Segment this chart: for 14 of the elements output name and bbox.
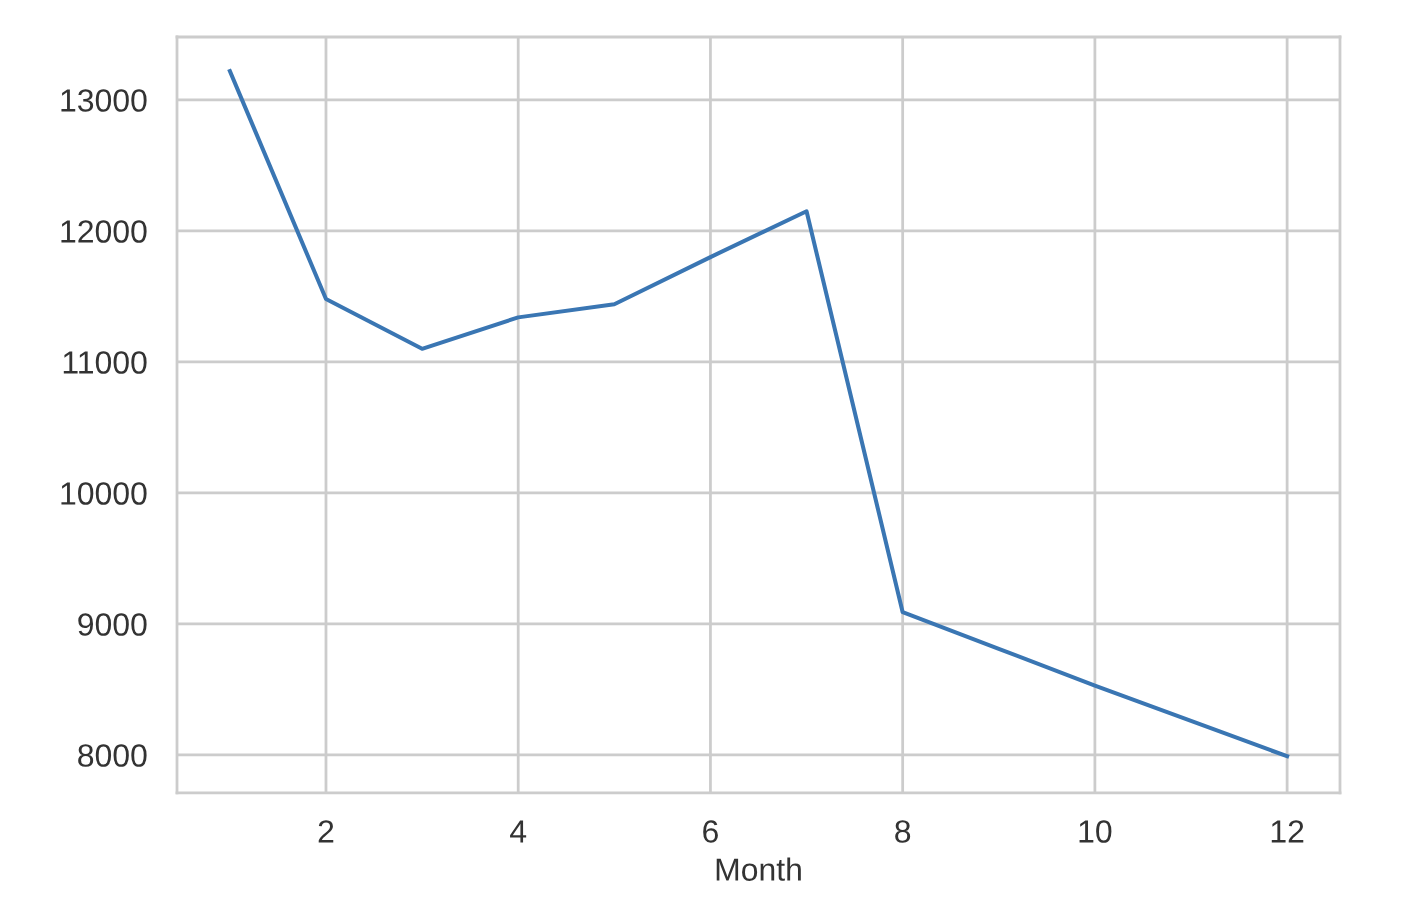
x-tick-label: 8	[895, 820, 911, 843]
x-axis-title: Month	[716, 857, 801, 881]
y-tick-label: 13000	[61, 89, 147, 112]
y-tick-label: 12000	[61, 220, 147, 243]
x-tick-label: 6	[703, 820, 718, 843]
y-tick-label: 11000	[63, 351, 147, 374]
y-tick-label: 10000	[61, 482, 147, 505]
x-tick-label: 12	[1271, 820, 1304, 843]
x-tick-label: 10	[1079, 820, 1112, 843]
y-tick-label: 8000	[78, 744, 147, 767]
y-tick-label: 9000	[78, 613, 147, 636]
line-series	[227, 69, 1290, 759]
x-tick-label: 4	[510, 820, 527, 843]
x-tick-label: 2	[318, 820, 334, 843]
